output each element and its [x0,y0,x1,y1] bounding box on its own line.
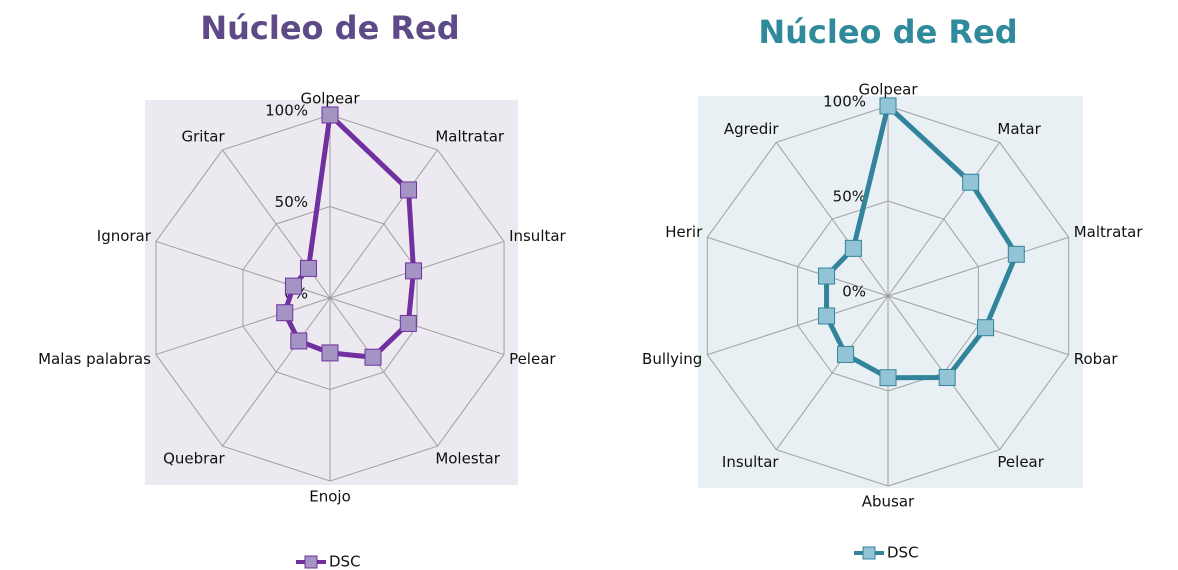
tick-label: 50% [275,193,308,211]
marker [284,277,302,295]
tick-label: 0% [842,283,866,301]
category-label: Matar [997,120,1041,138]
spoke [329,297,438,447]
spoke [155,297,331,356]
tick-label: 100% [823,93,866,111]
marker [977,319,995,337]
marker [837,345,855,363]
marker [405,262,423,280]
marker [276,304,294,322]
marker [844,239,862,257]
marker [962,173,980,191]
chart-title: Núcleo de Red [758,13,1017,51]
spoke [707,295,889,356]
legend-marker [862,546,876,560]
spoke [707,236,889,297]
category-label: Pelear [997,453,1044,471]
marker [321,106,339,124]
tick-label: 100% [265,102,308,120]
category-label: Quebrar [163,449,225,467]
category-label: Insultar [509,227,566,245]
category-label: Ignorar [97,227,152,245]
marker [818,267,836,285]
plot-area [145,100,518,485]
legend-label: DSC [329,553,361,570]
category-label: Agredir [724,120,780,138]
category-label: Golpear [300,90,360,108]
category-label: Insultar [722,453,779,471]
spoke [775,295,889,451]
tick-label: 50% [833,188,866,206]
marker [879,97,897,115]
marker [364,348,382,366]
spoke [887,141,1001,297]
marker [399,314,417,332]
category-label: Maltratar [1074,223,1144,241]
marker [938,368,956,386]
marker [299,259,317,277]
category-label: Bullying [642,350,702,368]
marker [321,344,339,362]
spoke [887,236,1069,297]
marker [400,181,418,199]
spoke [329,297,505,356]
category-label: Golpear [858,81,918,99]
marker [290,332,308,350]
category-label: Enojo [309,488,351,506]
category-label: Abusar [862,493,915,511]
marker [1007,245,1025,263]
marker [818,307,836,325]
chart-title: Núcleo de Red [200,9,459,47]
spoke [329,149,438,299]
category-label: Molestar [435,449,500,467]
spoke [222,297,331,447]
legend-marker [304,555,318,569]
category-label: Maltratar [435,128,505,146]
legend-label: DSC [887,544,919,562]
category-label: Gritar [181,128,225,146]
category-label: Robar [1074,350,1119,368]
category-label: Herir [665,223,703,241]
spoke [775,141,889,297]
category-label: Pelear [509,350,556,368]
category-label: Malas palabras [38,350,151,368]
marker [879,369,897,387]
